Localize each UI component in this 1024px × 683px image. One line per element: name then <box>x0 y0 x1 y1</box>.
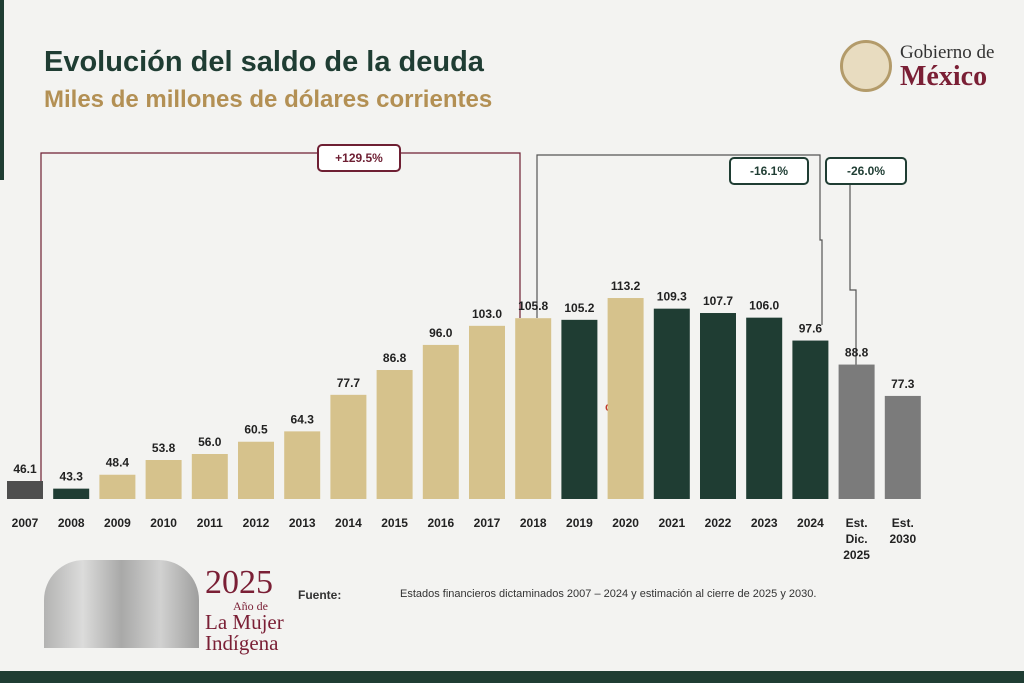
bar-2016 <box>422 344 459 499</box>
year-of-indigenous-woman-logo: 2025 Año de La Mujer Indígena <box>205 566 284 654</box>
bar-2022 <box>700 313 736 499</box>
change-callout-box <box>729 157 809 185</box>
bracket-decrease-2030 <box>849 185 857 386</box>
data-label: 64.3 <box>291 412 315 426</box>
bar-Est.-2030 <box>884 395 921 499</box>
x-tick-label: 2022 <box>705 516 732 530</box>
bar-2008 <box>53 488 90 499</box>
data-label: 107.7 <box>703 294 733 308</box>
source-text: Estados financieros dictaminados 2007 – … <box>400 588 817 600</box>
bar-2015 <box>376 370 413 499</box>
data-label: 77.7 <box>337 376 361 390</box>
data-label: 88.8 <box>845 346 869 360</box>
seal-icon <box>840 40 892 92</box>
x-tick-label: 2016 <box>427 516 454 530</box>
x-tick-label: 2008 <box>58 516 85 530</box>
x-tick-label: 2019 <box>566 516 593 530</box>
data-label: 43.3 <box>60 470 84 484</box>
x-tick-label: 2030 <box>889 532 916 546</box>
source-label: Fuente: <box>298 588 342 602</box>
footer-band <box>0 671 1024 683</box>
data-label: 86.8 <box>383 351 407 365</box>
x-tick-label: Est. <box>892 516 914 530</box>
data-label: 60.5 <box>244 423 268 437</box>
x-tick-label: 2014 <box>335 516 362 530</box>
bar-2023 <box>746 317 783 499</box>
data-label: 106.0 <box>749 299 779 313</box>
x-tick-label: 2017 <box>474 516 501 530</box>
data-label: 56.0 <box>198 435 222 449</box>
change-callout-box <box>317 144 401 172</box>
data-label: 48.4 <box>106 456 130 470</box>
gobierno-logo: Gobierno de México <box>840 40 994 92</box>
bar-2020 <box>607 298 644 499</box>
logo-line-c: Indígena <box>205 631 279 655</box>
data-label: 109.3 <box>657 290 687 304</box>
change-callout-text: -16.1% <box>750 164 788 178</box>
data-label: 53.8 <box>152 441 176 455</box>
bracket-increase <box>40 152 521 482</box>
logo-year: 2025 <box>205 564 273 601</box>
x-tick-label: 2007 <box>12 516 39 530</box>
x-tick-label: 2012 <box>243 516 270 530</box>
logo-line-b: La Mujer <box>205 610 284 634</box>
data-label: 105.8 <box>518 299 548 313</box>
bar-Est.-Dic.-2025 <box>838 364 875 499</box>
data-label: 113.2 <box>611 279 641 293</box>
data-label: 46.1 <box>13 462 37 476</box>
x-tick-label: 2011 <box>197 516 223 530</box>
data-label: 97.6 <box>799 322 823 336</box>
bar-2007 <box>7 481 43 499</box>
bar-2011 <box>191 454 228 499</box>
x-tick-label: 2010 <box>150 516 177 530</box>
bar-2012 <box>238 441 274 499</box>
bar-2009 <box>99 474 136 499</box>
data-label: 103.0 <box>472 307 502 321</box>
x-tick-label: 2024 <box>797 516 824 530</box>
x-tick-label: 2021 <box>658 516 685 530</box>
bar-2021 <box>653 308 690 499</box>
data-label: 96.0 <box>429 326 453 340</box>
accent-bar <box>0 0 4 180</box>
x-tick-label: 2015 <box>381 516 408 530</box>
bar-2013 <box>284 431 321 499</box>
change-callout-text: +129.5% <box>335 151 383 165</box>
x-tick-label: Dic. <box>846 532 868 546</box>
bracket-decrease-2025 <box>536 154 823 325</box>
bar-2010 <box>145 460 182 499</box>
x-tick-label: 2025 <box>843 548 870 562</box>
page-title: Evolución del saldo de la deuda <box>44 46 484 78</box>
logo-line2: México <box>900 61 988 92</box>
page-subtitle: Miles de millones de dólares corrientes <box>44 86 493 113</box>
x-tick-label: 2023 <box>751 516 778 530</box>
logo-line-a: Año de <box>233 599 268 613</box>
bar-2024 <box>792 340 829 499</box>
bar-2018 <box>515 318 552 499</box>
bar-2017 <box>469 325 505 499</box>
bar-2014 <box>330 394 367 499</box>
x-tick-label: 2020 <box>612 516 639 530</box>
bar-2019 <box>561 319 598 499</box>
indigenous-women-image <box>44 560 199 648</box>
x-tick-label: 2013 <box>289 516 316 530</box>
change-callout-box <box>825 157 907 185</box>
x-tick-label: Est. <box>846 516 868 530</box>
x-tick-label: 2018 <box>520 516 547 530</box>
change-callout-text: -26.0% <box>847 164 885 178</box>
logo-line1: Gobierno de <box>900 42 995 63</box>
data-label: 105.2 <box>564 301 594 315</box>
x-tick-label: 2009 <box>104 516 131 530</box>
data-label: 77.3 <box>891 377 915 391</box>
